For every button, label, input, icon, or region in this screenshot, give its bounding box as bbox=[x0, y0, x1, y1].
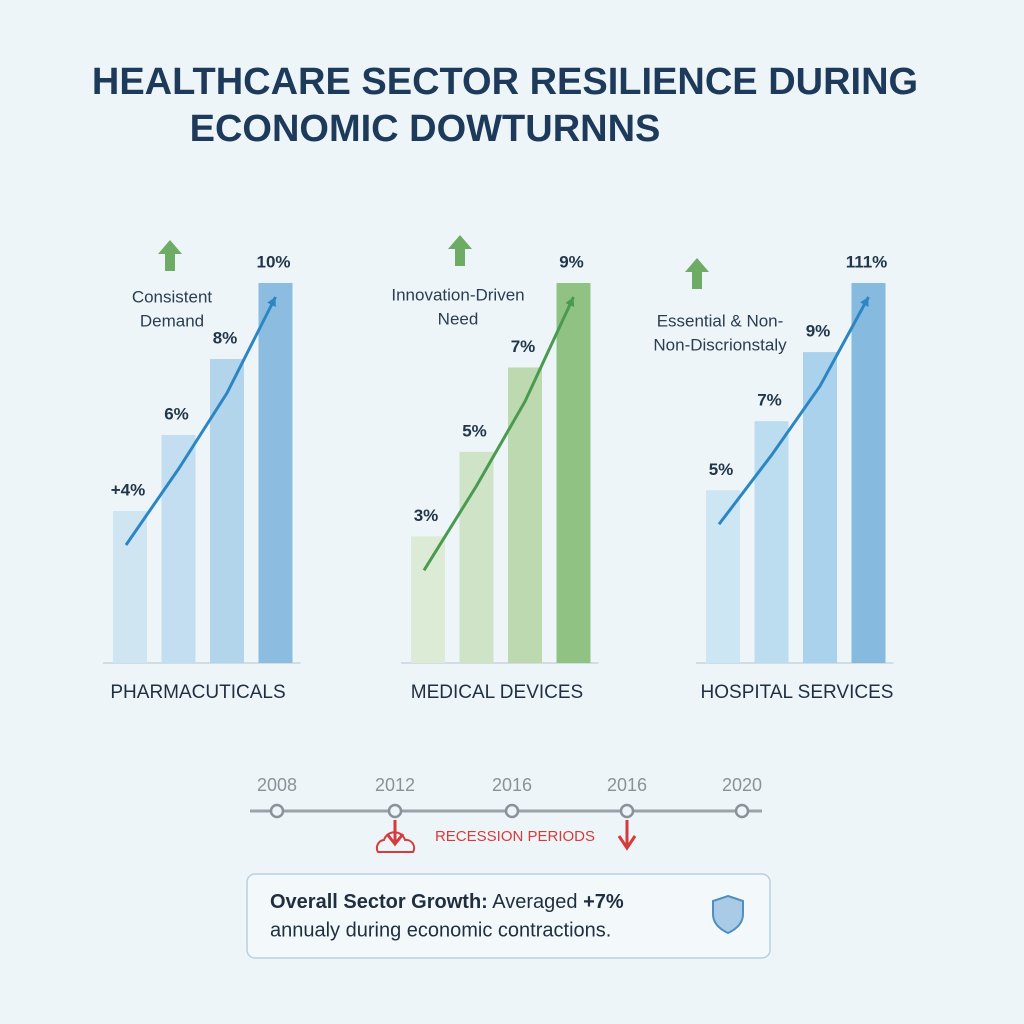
year-label: 2016 bbox=[607, 775, 647, 795]
value-label: +4% bbox=[111, 480, 146, 499]
callout-box bbox=[246, 873, 771, 959]
year-dot bbox=[269, 803, 285, 819]
annotation: Innovation-Driven bbox=[391, 285, 524, 304]
bar bbox=[706, 490, 740, 663]
callout-line: annualy during economic contractions. bbox=[270, 919, 611, 941]
year-label: 2008 bbox=[257, 775, 297, 795]
timeline: 2008 2012 2016 2016 2020 bbox=[257, 775, 762, 819]
trend-arrowhead bbox=[860, 297, 869, 307]
callout-lead: Overall Sector Growth: bbox=[270, 891, 488, 913]
bar bbox=[113, 511, 147, 663]
value-label: 5% bbox=[462, 421, 487, 440]
title-line: HEALTHCARE SECTOR RESILIENCE DURING bbox=[92, 61, 918, 103]
bar bbox=[508, 367, 542, 663]
bar bbox=[210, 359, 244, 663]
recession-markers: RECESSION PERIODS bbox=[375, 820, 637, 853]
chart-label: HOSPITAL SERVICES bbox=[701, 682, 894, 703]
chart-label: PHARMACUTICALS bbox=[110, 682, 285, 703]
bar bbox=[556, 283, 591, 663]
annotation: Demand bbox=[140, 311, 204, 330]
year-label: 2012 bbox=[375, 775, 415, 795]
bar bbox=[161, 435, 196, 663]
title-line: ECONOMIC DOWTURNNS bbox=[190, 108, 661, 150]
annotation: Non-Discrionstaly bbox=[653, 335, 787, 354]
trend-line bbox=[422, 296, 575, 572]
recession-label: RECESSION PERIODS bbox=[435, 828, 595, 845]
year-label: 2020 bbox=[722, 775, 762, 795]
year-dot bbox=[387, 803, 403, 819]
up-arrow bbox=[158, 240, 182, 271]
value-label: 10% bbox=[256, 252, 290, 271]
bar bbox=[851, 283, 886, 663]
up-arrow bbox=[685, 258, 709, 289]
value-label: 9% bbox=[559, 252, 584, 271]
bar bbox=[258, 283, 293, 663]
value-label: 6% bbox=[164, 404, 189, 423]
annotation: Need bbox=[438, 309, 479, 328]
trend-arrowhead bbox=[267, 297, 276, 307]
up-arrow bbox=[448, 235, 472, 266]
value-label: 111% bbox=[846, 252, 888, 271]
trend-arrowhead bbox=[565, 297, 575, 307]
value-label: 5% bbox=[709, 460, 734, 479]
value-label: 7% bbox=[757, 391, 782, 410]
value-label: 7% bbox=[511, 337, 536, 356]
year-dot bbox=[504, 803, 520, 819]
recession-arrow bbox=[617, 820, 637, 851]
year-dot bbox=[619, 803, 635, 819]
cloud-icon bbox=[375, 831, 416, 853]
year-label: 2016 bbox=[492, 775, 532, 795]
trend-line bbox=[124, 296, 277, 546]
value-label: 3% bbox=[414, 506, 439, 525]
annotation: Essential & Non- bbox=[657, 311, 784, 330]
bar bbox=[411, 536, 445, 663]
callout-line: Overall Sector Growth: Averaged +7% bbox=[270, 891, 624, 913]
callout-text: Averaged bbox=[492, 891, 577, 913]
bar bbox=[754, 421, 789, 663]
trend-line bbox=[717, 296, 870, 526]
chart-label: MEDICAL DEVICES bbox=[411, 682, 583, 703]
year-dot bbox=[734, 803, 750, 819]
value-label: 9% bbox=[806, 322, 831, 341]
shield-icon bbox=[712, 894, 744, 935]
recession-arrow bbox=[385, 820, 405, 847]
annotation: Consistent bbox=[132, 287, 213, 306]
bar bbox=[803, 352, 837, 663]
callout-highlight: +7% bbox=[583, 891, 624, 913]
value-label: 8% bbox=[213, 328, 238, 347]
